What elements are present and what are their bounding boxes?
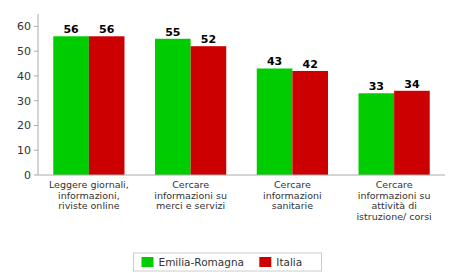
- x-tick-label: Cercareinformazioni suattività diistruzi…: [356, 179, 431, 222]
- bar: [257, 68, 293, 175]
- data-label: 56: [99, 23, 115, 36]
- data-label: 34: [404, 78, 420, 91]
- data-label: 43: [267, 55, 282, 68]
- x-tick-label: Leggere giornali,informazioni,riviste on…: [49, 179, 129, 211]
- data-labels: 56 55 43 33 56 52 42 34: [63, 23, 420, 93]
- data-label: 55: [165, 26, 180, 39]
- y-tick-label: 20: [17, 119, 31, 132]
- y-tick-label: 30: [17, 95, 31, 108]
- data-label: 42: [303, 58, 318, 71]
- x-axis-line: [38, 175, 445, 176]
- x-tick-label: Cercareinformazionisanitarie: [263, 179, 322, 211]
- bars: [53, 36, 429, 175]
- legend-label: Emilia-Romagna: [159, 256, 245, 268]
- y-tick-label: 50: [17, 45, 31, 58]
- legend-frame: [134, 253, 322, 271]
- y-tick: [34, 26, 38, 27]
- x-tick-label: Cercareinformazioni sumerci e servizi: [154, 179, 227, 211]
- y-tick: [34, 51, 38, 52]
- legend-label: Italia: [276, 256, 302, 268]
- bar: [53, 36, 89, 175]
- y-axis-line: [38, 14, 39, 175]
- data-label: 33: [369, 80, 384, 93]
- legend: Emilia-Romagna Italia: [134, 253, 322, 271]
- bar: [292, 71, 328, 175]
- bar: [394, 91, 430, 175]
- y-tick: [34, 75, 38, 76]
- y-tick-label: 60: [17, 20, 31, 33]
- y-tick-label: 40: [17, 70, 31, 83]
- y-tick-label: 10: [17, 144, 31, 157]
- data-label: 56: [63, 23, 79, 36]
- bar: [155, 39, 191, 175]
- bar: [191, 46, 227, 175]
- bar: [359, 93, 395, 175]
- data-label: 52: [201, 33, 216, 46]
- bar: [89, 36, 125, 175]
- y-tick-label: 0: [24, 169, 31, 182]
- y-tick: [34, 125, 38, 126]
- legend-swatch: [259, 257, 271, 267]
- y-tick: [34, 100, 38, 101]
- y-tick: [34, 150, 38, 151]
- legend-swatch: [142, 257, 154, 267]
- y-tick: [34, 175, 38, 176]
- chart: 0 10 20 30 40 50 60 56 55 43 33 56 52 42 34 Leggere gio…: [0, 0, 455, 273]
